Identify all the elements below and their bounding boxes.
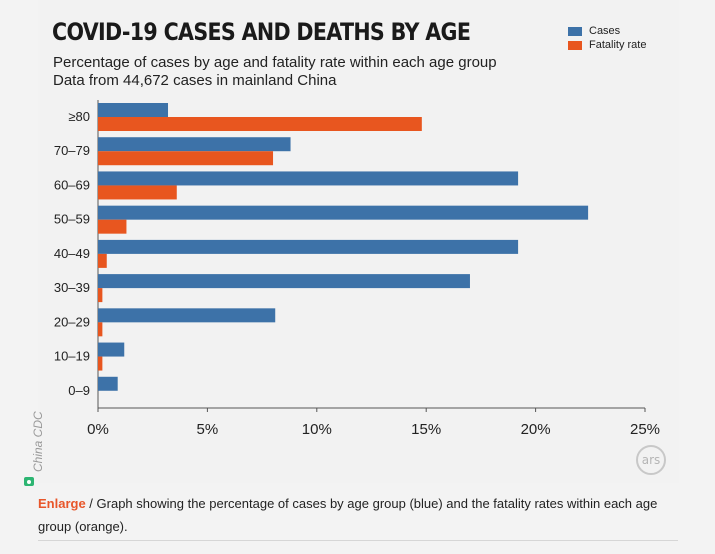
source-credit: China CDC (31, 411, 45, 472)
y-tick-label: 0–9 (68, 383, 90, 398)
chart-subtitle: Percentage of cases by age and fatality … (53, 54, 497, 71)
legend-swatch-fatality (568, 40, 582, 50)
bar-chart-plot: ≥80 70–79 60–69 50–59 40–49 30–39 20–29 10–19 0–… (54, 100, 660, 438)
bar-cases (98, 308, 276, 323)
bar-cases (98, 171, 519, 186)
caption-separator: / (85, 496, 97, 511)
bar-cases (98, 342, 125, 357)
legend-item-fatality: Fatality rate (568, 38, 646, 52)
y-tick-label: 20–29 (54, 314, 90, 329)
legend-swatch-cases (568, 26, 582, 36)
bar-cases (98, 103, 169, 117)
bar-fatality-rate (98, 185, 177, 200)
enlarge-link[interactable]: Enlarge (38, 496, 86, 511)
bar-cases (98, 376, 118, 391)
bar-cases (98, 239, 519, 254)
bar-fatality-rate (98, 288, 103, 303)
legend-label-cases: Cases (589, 25, 621, 37)
legend-item-cases: Cases (568, 24, 646, 38)
x-tick-label: 0% (87, 421, 109, 438)
figure-caption: Enlarge / Graph showing the percentage o… (38, 492, 678, 538)
y-tick-label: ≥80 (68, 109, 90, 124)
chart-figure: COVID-19 CASES AND DEATHS BY AGE Percent… (38, 0, 679, 483)
ars-logo: ars (636, 445, 666, 475)
legend-label-fatality: Fatality rate (589, 39, 647, 51)
bar-fatality-rate (98, 117, 422, 131)
y-tick-label: 40–49 (54, 246, 90, 261)
bar-cases (98, 205, 589, 220)
x-tick-label: 15% (411, 421, 441, 438)
caption-text: Graph showing the percentage of cases by… (38, 496, 658, 534)
x-tick-label: 10% (302, 421, 332, 438)
y-tick-label: 60–69 (54, 177, 90, 192)
bar-fatality-rate (98, 253, 107, 268)
y-tick-label: 70–79 (54, 143, 90, 158)
camera-icon (24, 477, 34, 486)
chart-subtitle-data-note: Data from 44,672 cases in mainland China (53, 72, 337, 89)
bar-cases (98, 274, 470, 289)
bar-fatality-rate (98, 219, 127, 234)
x-tick-label: 20% (521, 421, 551, 438)
bar-fatality-rate (98, 322, 103, 337)
y-tick-label: 50–59 (54, 212, 90, 227)
x-tick-label: 5% (197, 421, 219, 438)
bar-cases (98, 137, 291, 152)
divider (38, 540, 678, 541)
y-tick-label: 10–19 (54, 349, 90, 364)
x-tick-label: 25% (630, 421, 660, 438)
chart-title: COVID-19 CASES AND DEATHS BY AGE (52, 18, 471, 46)
y-tick-label: 30–39 (54, 280, 90, 295)
bar-fatality-rate (98, 356, 103, 371)
bar-fatality-rate (98, 151, 274, 166)
chart-legend: Cases Fatality rate (568, 24, 646, 52)
